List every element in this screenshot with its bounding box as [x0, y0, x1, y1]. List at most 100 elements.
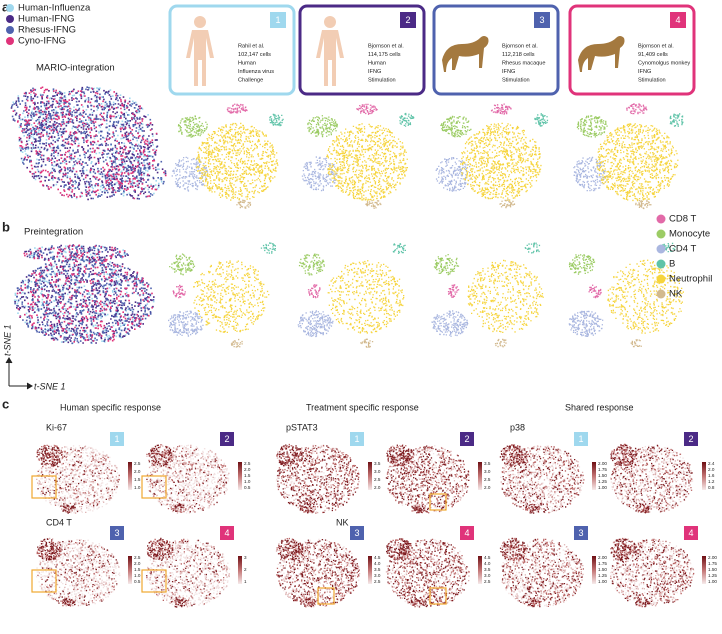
legend-swatch: [656, 274, 666, 284]
cell-cloud: [661, 242, 676, 253]
colorbar-tick: 2.0: [134, 561, 141, 566]
colorbar-tick: 4.0: [484, 561, 491, 566]
cell-cloud: [460, 122, 542, 201]
cell-cloud: [573, 156, 608, 192]
colorbar-tick: 2.5: [484, 477, 491, 482]
card-border: [298, 4, 426, 96]
legend-label: B: [669, 259, 675, 270]
badge-number: 3: [578, 528, 583, 538]
card-border: [168, 4, 296, 96]
tsne-plot: [10, 86, 167, 201]
cell-cloud: [499, 537, 583, 608]
colorbar-tick: 2.5: [244, 461, 251, 466]
badge: [534, 12, 550, 28]
colorbar-tick: 2.5: [484, 579, 491, 584]
colorbar-tick: 2.5: [374, 579, 381, 584]
badge: [270, 12, 286, 28]
colorbar-tick: 1.0: [134, 573, 141, 578]
legend-label: Monocyte: [669, 229, 710, 240]
highlight-box: [31, 569, 57, 593]
card-text: IFNG: [502, 69, 515, 75]
colorbar-tick: 1.0: [244, 479, 251, 484]
colorbar-tick: 2.5: [134, 461, 141, 466]
colorbar-tick: 1.6: [708, 473, 715, 478]
cell-cloud: [297, 310, 334, 338]
legend-label: CD4 T: [669, 244, 696, 255]
monkey: [442, 36, 489, 72]
cell-cloud: [524, 242, 541, 254]
colorbar: [592, 556, 596, 584]
cell-cloud: [399, 112, 415, 127]
cell-cloud: [172, 284, 186, 299]
cell-cloud: [327, 260, 405, 334]
cell-cloud: [275, 538, 361, 608]
cell-cloud: [298, 253, 325, 276]
colorbar-tick: 2.4: [708, 461, 715, 466]
colorbar-tick: 3.0: [484, 469, 491, 474]
colorbar-tick: 1.50: [708, 567, 717, 572]
colorbar-tick: 3.0: [374, 573, 381, 578]
legend-label: NK: [669, 289, 683, 300]
tsne-plot: [146, 444, 230, 514]
plot-title: Preintegration: [24, 227, 83, 238]
cell-cloud: [610, 537, 695, 608]
colorbar-tick: 1.25: [598, 573, 607, 578]
badge-number: 2: [405, 15, 410, 25]
cell-cloud: [610, 445, 694, 514]
colorbar-tick: 3.5: [484, 567, 491, 572]
cell-cloud: [610, 444, 693, 514]
monkey: [578, 36, 625, 72]
colorbar-tick: 2: [244, 567, 247, 572]
colorbar: [592, 462, 596, 490]
cell-cloud: [490, 103, 512, 115]
legend-swatch: [6, 26, 14, 34]
card-text: IFNG: [638, 69, 651, 75]
colorbar-tick: 1.5: [244, 473, 251, 478]
cell-cloud: [387, 538, 470, 608]
dataset-card: 2 Bjornson et al. 114,175 cells Human IFNG St…: [298, 4, 426, 96]
tsne-plot: [385, 444, 470, 514]
highlight-box: [429, 493, 447, 511]
tsne-plot: [13, 244, 155, 345]
badge-number: 2: [688, 434, 693, 444]
tsne-plot: [435, 103, 549, 209]
card-text: Human: [238, 60, 256, 66]
colorbar-tick: 2.00: [708, 555, 717, 560]
colorbar: [702, 556, 706, 584]
cell-cloud: [360, 338, 374, 348]
cell-cloud: [169, 253, 196, 276]
badge-number: 1: [275, 15, 280, 25]
tsne-plot: [146, 537, 231, 608]
badge: [350, 526, 364, 540]
highlight-box: [141, 569, 167, 593]
colorbar: [128, 462, 132, 490]
cell-cloud: [433, 254, 460, 276]
colorbar-tick: 2.0: [374, 485, 381, 490]
dataset-card: 1 Rahil et al. 102,147 cells Human Influenza…: [168, 4, 296, 96]
cell-cloud: [168, 310, 204, 337]
badge: [350, 432, 364, 446]
tsne-plot: [431, 242, 544, 348]
badge-number: 3: [539, 15, 544, 25]
colorbar-tick: 3.5: [374, 461, 381, 466]
legend-label: Neutrophil: [669, 274, 712, 285]
legend-swatch: [656, 229, 666, 239]
cell-cloud: [630, 339, 642, 348]
axis-label: t-SNE 1: [2, 324, 12, 356]
colorbar-tick: 1.50: [598, 473, 607, 478]
card-text: Rhesus macaque: [502, 60, 546, 66]
colorbar-tick: 1.00: [708, 579, 717, 584]
tsne-plot: [610, 443, 694, 514]
card-border: [432, 4, 560, 96]
cell-cloud: [36, 445, 119, 514]
cell-cloud: [276, 443, 360, 514]
cell-cloud: [11, 86, 167, 200]
marker-label: pSTAT3: [286, 422, 318, 432]
colorbar: [702, 462, 706, 490]
cell-cloud: [635, 199, 652, 210]
legend-swatch: [6, 37, 14, 45]
subset-label: CD4 T: [46, 517, 72, 527]
cell-cloud: [610, 443, 693, 513]
cell-cloud: [501, 444, 585, 514]
colorbar-tick: 1: [244, 579, 247, 584]
